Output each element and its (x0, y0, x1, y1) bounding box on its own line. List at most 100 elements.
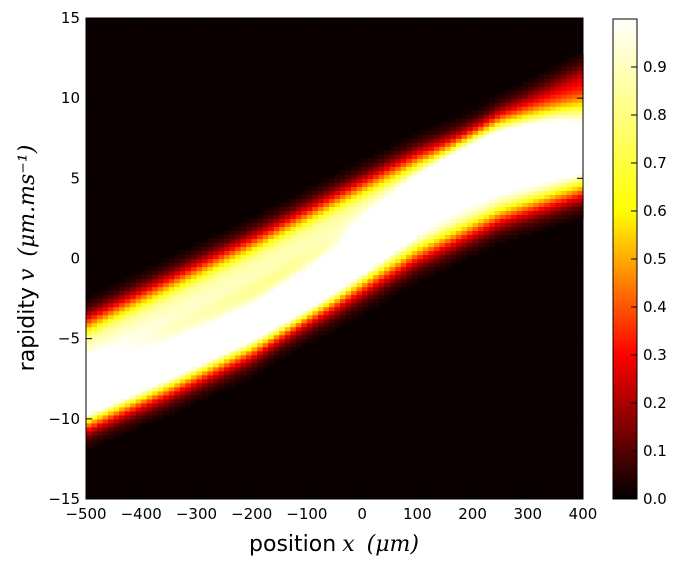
heatmap-cell (400, 270, 407, 276)
heatmap-cell (566, 218, 573, 224)
heatmap-cell (417, 190, 424, 195)
heatmap-cell (306, 246, 314, 252)
heatmap-cell (168, 338, 175, 344)
heatmap-cell (406, 262, 413, 268)
heatmap-cell (461, 198, 468, 203)
heatmap-cell (229, 314, 236, 320)
heatmap-cell (328, 262, 336, 268)
heatmap-cell (213, 366, 220, 372)
heatmap-cell (455, 146, 463, 151)
heatmap-cell (102, 338, 109, 344)
heatmap-cell (284, 230, 291, 236)
heatmap-cell (152, 318, 159, 324)
heatmap-cell (295, 250, 302, 256)
heatmap-cell (345, 206, 352, 211)
heatmap-cell (389, 206, 396, 211)
heatmap-cell (566, 178, 573, 183)
heatmap-cell (102, 398, 109, 404)
heatmap-cell (108, 286, 115, 292)
heatmap-cell (213, 238, 220, 244)
heatmap-cell (362, 170, 369, 175)
heatmap-cell (516, 138, 523, 143)
heatmap-cell (246, 246, 253, 252)
heatmap-cell (356, 258, 363, 264)
heatmap-cell (306, 330, 314, 336)
heatmap-cell (533, 98, 540, 103)
heatmap-cell (174, 282, 181, 288)
heatmap-cell (301, 218, 308, 224)
heatmap-cell (119, 422, 126, 428)
heatmap-cell (351, 186, 358, 191)
heatmap-cell (345, 174, 352, 179)
heatmap-cell (555, 98, 562, 103)
heatmap-cell (273, 274, 280, 280)
heatmap-cell (251, 230, 258, 236)
heatmap-cell (433, 170, 441, 175)
heatmap-cell (334, 210, 341, 216)
heatmap-cell (505, 198, 512, 203)
heatmap-cell (395, 182, 402, 187)
heatmap-cell (340, 182, 347, 187)
heatmap-cell (472, 186, 479, 191)
heatmap-cell (384, 266, 391, 272)
heatmap-cell (279, 266, 286, 272)
heatmap-cell (168, 298, 175, 304)
heatmap-cell (306, 210, 314, 216)
heatmap-cell (273, 338, 280, 344)
heatmap-cell (190, 322, 198, 328)
heatmap-cell (511, 114, 518, 119)
heatmap-cell (201, 258, 209, 264)
heatmap-cell (511, 190, 518, 195)
heatmap-cell (489, 162, 496, 167)
heatmap-cell (163, 406, 170, 412)
heatmap-cell (119, 362, 126, 368)
heatmap-cell (163, 306, 170, 312)
heatmap-cell (483, 138, 490, 143)
heatmap-cell (450, 166, 457, 171)
heatmap-cell (516, 94, 523, 99)
heatmap-cell (97, 358, 104, 364)
heatmap-cell (571, 146, 579, 151)
heatmap-cell (505, 126, 512, 131)
heatmap-cell (141, 314, 148, 320)
heatmap-cell (229, 298, 236, 304)
heatmap-cell (102, 354, 109, 360)
heatmap-cell (157, 342, 164, 348)
heatmap-cell (489, 218, 496, 224)
heatmap-cell (400, 206, 407, 211)
heatmap-cell (511, 90, 518, 95)
heatmap-cell (555, 106, 562, 111)
heatmap-cell (511, 126, 518, 131)
heatmap-cell (246, 258, 253, 264)
heatmap-cell (373, 210, 380, 216)
heatmap-cell (533, 86, 540, 91)
heatmap-cell (384, 262, 391, 268)
heatmap-cell (467, 226, 474, 232)
heatmap-cell (328, 238, 336, 244)
heatmap-cell (461, 254, 468, 260)
heatmap-cell (229, 262, 236, 268)
heatmap-cell (500, 218, 507, 224)
heatmap-cell (190, 290, 198, 296)
heatmap-cell (549, 114, 556, 119)
heatmap-cell (422, 222, 429, 228)
heatmap-cell (218, 354, 225, 360)
heatmap-cell (113, 378, 120, 384)
heatmap-cell (207, 258, 214, 264)
heatmap-cell (141, 390, 148, 396)
heatmap-cell (345, 226, 352, 232)
heatmap-cell (201, 294, 209, 300)
heatmap-cell (218, 358, 225, 364)
heatmap-cell (196, 350, 203, 356)
heatmap-cell (218, 366, 225, 372)
heatmap-cell (395, 194, 402, 199)
heatmap-cell (389, 290, 396, 296)
heatmap-cell (284, 334, 291, 340)
heatmap-cell (345, 286, 352, 292)
heatmap-cell (284, 302, 291, 308)
heatmap-cell (400, 218, 407, 224)
heatmap-cell (422, 190, 429, 195)
heatmap-cell (489, 98, 496, 103)
heatmap-cell (190, 362, 198, 368)
heatmap-cell (345, 234, 352, 240)
